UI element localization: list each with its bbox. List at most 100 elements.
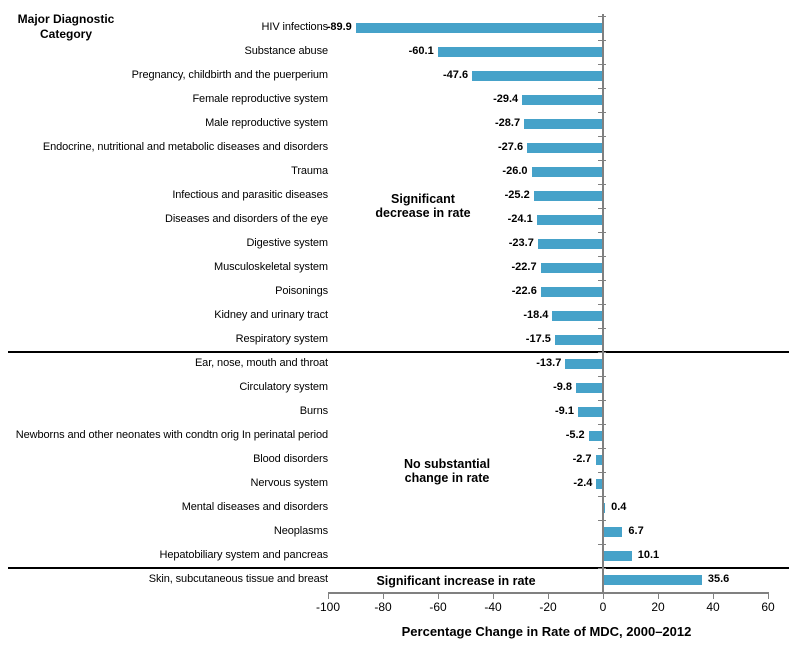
x-axis-tick [713,594,714,599]
bar [595,455,603,465]
bar [437,47,603,57]
category-axis-tick [598,256,606,257]
x-axis-tick [548,594,549,599]
x-axis-title: Percentage Change in Rate of MDC, 2000–2… [401,624,692,639]
bar [604,551,632,561]
category-label: Neoplasms [273,525,328,537]
value-label: -17.5 [525,333,551,345]
bar [552,311,603,321]
bar [537,239,603,249]
category-axis-tick [598,40,606,41]
value-label: -26.0 [502,165,528,177]
section-divider-line [8,567,789,569]
category-axis-tick [598,400,606,401]
x-axis-tick [603,594,604,599]
value-label: 6.7 [628,525,644,537]
x-axis-tick [493,594,494,599]
category-axis-tick [598,352,606,353]
category-axis-tick [598,544,606,545]
category-axis-tick [598,160,606,161]
x-axis-tick-label: -40 [484,600,502,614]
x-axis-tick-label: -80 [374,600,392,614]
bar [524,119,603,129]
value-label: -60.1 [408,45,434,57]
bar [604,575,702,585]
x-axis-line [328,592,769,594]
category-label: Endocrine, nutritional and metabolic dis… [42,141,328,153]
x-axis-tick [768,594,769,599]
bar [533,191,603,201]
category-label: Substance abuse [244,45,328,57]
category-axis-tick [598,496,606,497]
x-axis-tick-label: -20 [539,600,557,614]
category-axis-tick [598,328,606,329]
bar [576,383,603,393]
annotation-no-substantial-change: No substantial change in rate [403,457,491,485]
category-axis-tick [598,568,606,569]
bar [604,503,606,513]
value-label: -27.6 [498,141,524,153]
x-axis-tick-label: -60 [429,600,447,614]
value-label: -9.8 [553,381,573,393]
x-axis-tick-label: -100 [315,600,341,614]
bar [588,431,603,441]
category-axis-tick [598,64,606,65]
category-axis-tick [598,448,606,449]
bar [596,479,603,489]
bar [577,407,603,417]
category-label: Trauma [291,165,328,177]
category-axis-tick [598,88,606,89]
category-axis-tick [598,424,606,425]
zero-axis-line [602,14,604,592]
value-label: -29.4 [493,93,519,105]
value-label: 0.4 [611,501,627,513]
value-label: -25.2 [504,189,530,201]
value-label: -2.7 [572,453,592,465]
category-label: Digestive system [246,237,328,249]
category-label: Female reproductive system [192,93,328,105]
value-label: -22.7 [511,261,537,273]
bar [536,215,603,225]
value-label: -18.4 [523,309,549,321]
category-label: Diseases and disorders of the eye [164,213,328,225]
category-label: Respiratory system [235,333,328,345]
category-label: Pregnancy, childbirth and the puerperium [131,69,328,81]
y-axis-title: Major Diagnostic Category [17,12,115,41]
x-axis-tick [383,594,384,599]
value-label: -13.7 [536,357,562,369]
category-label: Kidney and urinary tract [214,309,328,321]
category-axis-tick [598,136,606,137]
annotation-significant-decrease: Significant decrease in rate [375,192,471,220]
category-axis-tick [598,208,606,209]
category-axis-tick [598,16,606,17]
value-label: -47.6 [443,69,469,81]
category-label: Musculoskeletal system [214,261,328,273]
bar [527,143,603,153]
category-axis-tick [598,280,606,281]
value-label: -22.6 [511,285,537,297]
bar [540,287,603,297]
category-label: Newborns and other neonates with condtn … [15,429,328,441]
bar [565,359,603,369]
bar [472,71,603,81]
category-label: HIV infections [261,21,329,33]
category-label: Poisonings [275,285,328,297]
category-label: Blood disorders [253,453,328,465]
value-label: -24.1 [507,213,533,225]
value-label: 35.6 [707,573,730,585]
x-axis-tick-label: 40 [706,600,720,614]
category-label: Mental diseases and disorders [181,501,328,513]
category-axis-tick [598,472,606,473]
x-axis-tick [438,594,439,599]
value-label: -9.1 [555,405,574,417]
category-axis-tick [598,304,606,305]
category-axis-tick [598,376,606,377]
bar [554,335,603,345]
value-label: 10.1 [637,549,660,561]
category-label: Nervous system [250,477,329,489]
value-label: -2.4 [573,477,593,489]
category-axis-tick [598,112,606,113]
x-axis-tick-label: 60 [761,600,775,614]
bar [355,23,603,33]
